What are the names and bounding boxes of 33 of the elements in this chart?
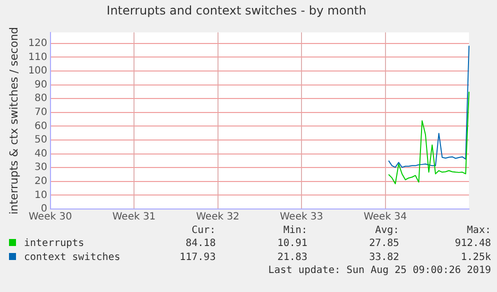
y-tick-label: 110 [28,52,48,63]
text: 10.91 [276,237,308,251]
text: Avg: [374,225,400,237]
text: 912.48 [454,237,492,251]
y-tick-label: 30 [34,162,48,174]
y-tick-label: 20 [34,176,48,187]
y-tick-label: 60 [34,120,48,132]
y-axis-title: interrupts & ctx switches / second [7,26,20,214]
x-tick-label: Week 34 [364,212,407,223]
y-tick-label: 40 [34,148,48,160]
chart-title: Interrupts and context switches - by month [106,3,366,18]
text: 1.25k [460,251,492,265]
x-tick-label: Week 31 [112,212,156,223]
text: Last update: Sun Aug 25 09:00:26 2019 [267,265,492,277]
legend-label: interrupts [23,237,86,251]
legend-label: context switches [23,251,122,265]
text: Max: [466,225,492,237]
text: 84.18 [184,237,217,251]
y-tick-label: 80 [34,93,48,104]
y-tick-label: 70 [34,107,48,118]
text: 27.85 [368,237,400,251]
x-tick-label: Week 32 [196,212,240,223]
y-tick-label: 100 [28,66,48,77]
text: Cur: [190,225,217,237]
text: 117.93 [178,251,217,265]
y-tick-label: 90 [34,79,48,90]
text: 21.83 [276,251,308,265]
x-tick-label: Week 33 [280,212,324,223]
y-tick-label: 120 [28,38,48,50]
text: 33.82 [368,251,400,265]
y-tick-label: 10 [34,190,48,201]
text: Min: [282,225,308,237]
y-tick-label: 50 [34,134,48,146]
